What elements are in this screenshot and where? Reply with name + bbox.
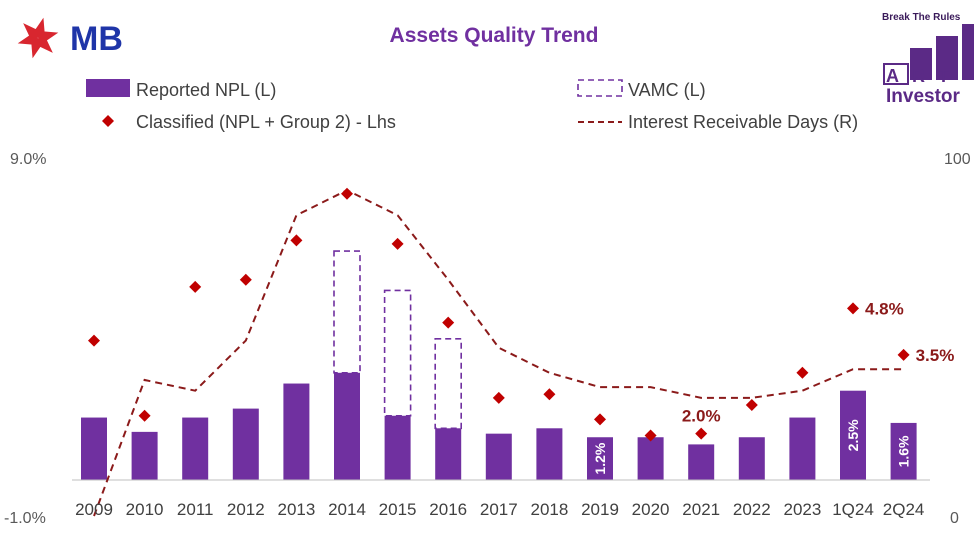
classified-point — [391, 237, 404, 250]
npl-bar — [789, 417, 816, 480]
classified-point — [189, 280, 202, 293]
y-right-max-label: 100 — [944, 151, 971, 168]
badge-box-a — [883, 63, 909, 85]
classified-point — [341, 187, 353, 200]
x-tick-label: 2018 — [530, 500, 568, 519]
mb-star-icon — [17, 17, 59, 59]
x-tick-label: 2015 — [379, 500, 417, 519]
annotation-label: 2.0% — [682, 407, 721, 426]
npl-bar — [131, 431, 158, 480]
vamc-bar — [333, 250, 361, 374]
interest-days-line — [93, 189, 904, 517]
x-tick-label: 2016 — [429, 500, 467, 519]
badge-word2: Investor — [886, 86, 961, 106]
npl-bar — [435, 428, 462, 480]
x-tick-label: 2017 — [480, 500, 518, 519]
npl-bar — [384, 415, 411, 480]
x-tick-label: 2012 — [227, 500, 265, 519]
classified-point — [847, 302, 859, 315]
npl-bar — [232, 408, 259, 480]
x-tick-label: 2023 — [783, 500, 821, 519]
mb-star-arm — [17, 34, 38, 45]
legend-swatch-reported-npl — [86, 79, 130, 97]
badge-bar-3 — [962, 24, 974, 80]
y-right-min-label: 0 — [950, 510, 959, 527]
npl-bar — [637, 437, 664, 480]
npl-bar — [587, 437, 613, 480]
legend-label-reported-npl: Reported NPL (L) — [136, 80, 276, 100]
annotation-label: 4.8% — [865, 299, 904, 318]
x-tick-label: 2013 — [277, 500, 315, 519]
badge-word1: ART — [886, 66, 962, 86]
npl-bar — [840, 390, 866, 480]
classified-point — [492, 391, 505, 404]
annotation-label: 3.5% — [916, 346, 955, 365]
mb-star-arm — [23, 23, 38, 38]
classified-point — [745, 399, 758, 412]
classified-point — [796, 366, 809, 379]
classified-point — [239, 273, 252, 286]
classified-point — [594, 413, 606, 426]
chart-title: Assets Quality Trend — [390, 24, 599, 47]
npl-bar — [536, 428, 563, 480]
mb-star-arm — [38, 31, 59, 42]
classified-point — [695, 427, 708, 440]
npl-bar — [738, 437, 765, 480]
classified-point — [897, 348, 910, 361]
vamc-bar — [434, 337, 463, 430]
badge-bar-2 — [936, 36, 958, 80]
x-tick-label: 2Q24 — [883, 500, 925, 519]
y-left-min-label: -1.0% — [4, 510, 46, 527]
bar-value-label: 1.2% — [592, 442, 608, 474]
x-tick-label: 1Q24 — [832, 500, 874, 519]
npl-bar — [283, 383, 310, 480]
x-tick-label: 2010 — [126, 500, 164, 519]
x-tick-label: 2011 — [177, 500, 214, 519]
art-investor-badge: Break The Rules ART Investor — [882, 12, 974, 106]
x-tick-label: 2014 — [328, 500, 366, 519]
mb-logo: MB — [17, 17, 123, 59]
mb-logo-text: MB — [70, 20, 123, 58]
npl-bar — [485, 433, 512, 480]
x-tick-label: 2022 — [733, 500, 771, 519]
npl-bar — [182, 417, 209, 480]
badge-bar-1 — [910, 48, 932, 80]
classified-point — [543, 388, 556, 401]
npl-bar — [890, 422, 917, 480]
classified-point — [644, 429, 657, 442]
npl-bar — [334, 372, 360, 480]
y-left-max-label: 9.0% — [10, 151, 46, 168]
mb-star-arm — [38, 38, 53, 53]
classified-point — [138, 409, 151, 422]
x-tick-label: 2021 — [682, 500, 720, 519]
classified-point — [290, 234, 303, 247]
classified-point — [442, 316, 455, 329]
legend-label-classified: Classified (NPL + Group 2) - Lhs — [136, 112, 396, 132]
x-tick-label: 2009 — [75, 500, 113, 519]
npl-bar — [81, 417, 107, 480]
legend-swatch-vamc — [577, 79, 623, 97]
legend-label-vamc: VAMC (L) — [628, 80, 706, 100]
bar-value-label: 2.5% — [845, 419, 861, 451]
legend-marker-classified — [102, 115, 114, 127]
npl-bar — [688, 444, 715, 480]
bar-value-label: 1.6% — [896, 435, 912, 467]
vamc-bar — [383, 289, 412, 417]
badge-tagline: Break The Rules — [882, 12, 961, 23]
legend-label-interest-days: Interest Receivable Days (R) — [628, 112, 858, 132]
x-tick-label: 2020 — [632, 500, 670, 519]
legend: Reported NPL (L) VAMC (L) Classified (NP… — [86, 79, 858, 132]
classified-point — [88, 334, 100, 347]
x-tick-label: 2019 — [581, 500, 619, 519]
